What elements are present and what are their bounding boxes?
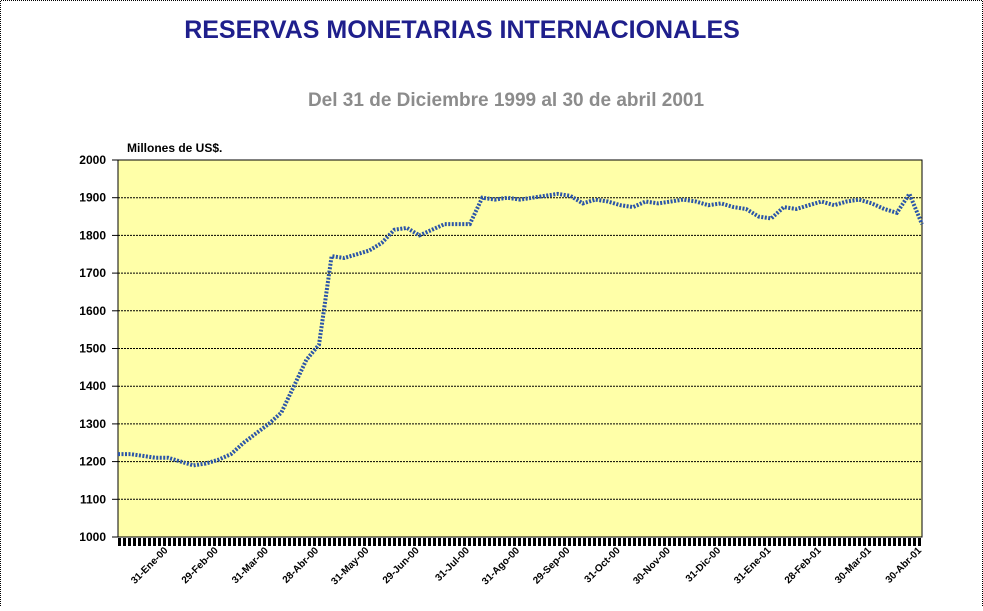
y-tick-label: 1400 (79, 379, 106, 393)
x-tick-label: 28-Feb-01 (783, 545, 824, 586)
y-tick-label: 2000 (79, 153, 106, 167)
chart-subtitle: Del 31 de Diciembre 1999 al 30 de abril … (308, 90, 705, 111)
x-tick-label: 31-Dic-00 (684, 545, 724, 585)
x-tick-label: 31-May-00 (329, 545, 371, 587)
y-axis-label: Millones de US$. (127, 141, 222, 155)
x-tick-label: 29-Sep-00 (531, 545, 572, 586)
y-tick-label: 1300 (79, 417, 106, 431)
y-tick-label: 1100 (80, 492, 106, 506)
x-tick-label: 30-Nov-00 (631, 545, 673, 587)
y-tick-label: 1200 (79, 455, 106, 469)
y-tick-label: 1000 (79, 530, 106, 544)
data-line (118, 189, 924, 468)
x-tick-label: 28-Abr-00 (281, 545, 322, 586)
x-tick-label: 29-Jun-00 (381, 545, 422, 586)
x-tick-label: 31-Ene-01 (732, 545, 773, 586)
x-tick-label: 31-Jul-00 (433, 545, 472, 584)
y-tick-label: 1500 (79, 342, 106, 356)
y-tick-label: 1800 (79, 228, 106, 242)
x-tick-label: 31-Ago-00 (480, 545, 522, 587)
x-tick-label: 31-Oct-00 (583, 545, 623, 585)
y-tick-label: 1900 (79, 191, 106, 205)
x-tick-label: 31-Ene-00 (129, 545, 170, 586)
x-tick-label: 30-Abr-01 (884, 545, 925, 586)
x-tick-label: 29-Feb-00 (180, 545, 221, 586)
x-tick-label: 31-Mar-00 (230, 545, 271, 586)
y-tick-label: 1700 (79, 266, 106, 280)
chart-title: RESERVAS MONETARIAS INTERNACIONALES (184, 16, 740, 44)
plot-area: 1000 1100 1200 1300 1400 1500 1600 1700 1800 1900… (79, 153, 924, 587)
y-tick-label: 1600 (79, 304, 106, 318)
x-tick-label: 30-Mar-01 (833, 545, 874, 586)
